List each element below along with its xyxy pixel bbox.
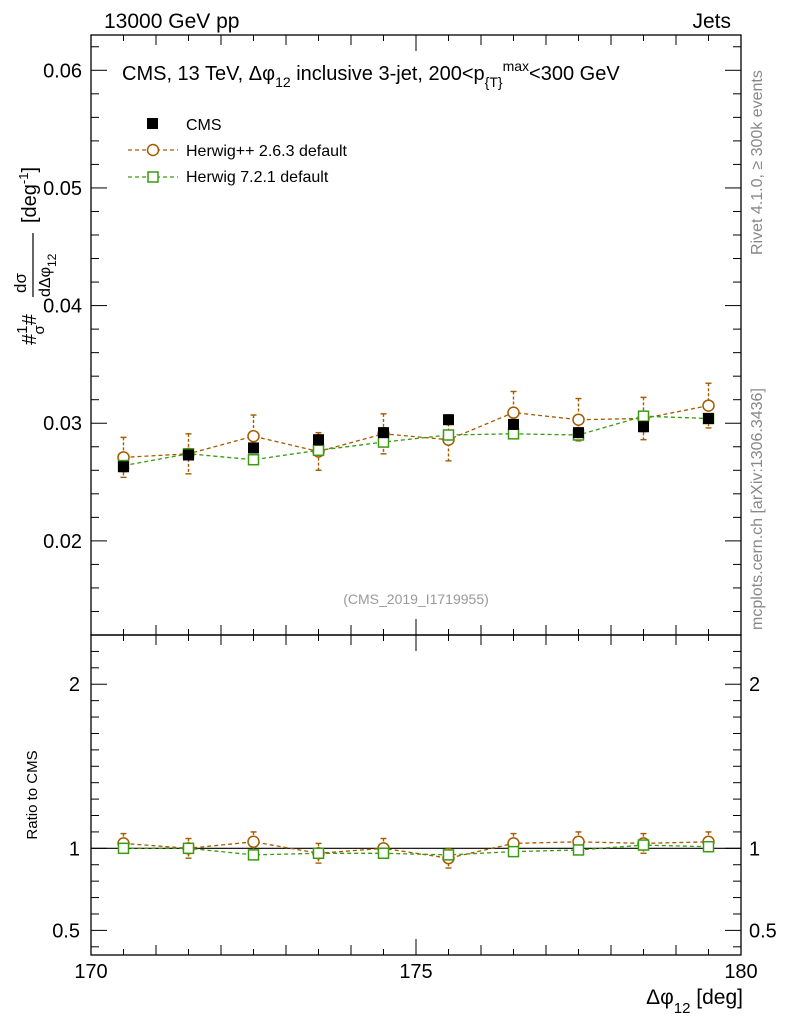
ratio-data-point: [247, 835, 260, 849]
xlabel-sub: 12: [674, 1000, 691, 1017]
title-suffix: <300 GeV: [529, 63, 620, 85]
legend-marker-herwigpp: [146, 143, 160, 157]
ratio-y-tick-label-right: 1: [749, 838, 760, 860]
legend-label-cms: CMS: [186, 117, 222, 134]
ratio-data-point: [247, 849, 260, 861]
main-data-point: [442, 429, 455, 441]
main-data-point: [637, 410, 650, 422]
ratio-y-tick-label-left: 2: [69, 674, 80, 696]
ratio-y-tick-label-left: 0.5: [52, 920, 80, 942]
svg-text:[deg-1]: [deg-1]: [16, 167, 41, 223]
main-data-point: [183, 449, 194, 461]
ratio-data-point: [117, 842, 130, 855]
x-axis-title: Δφ12 [deg]: [646, 986, 743, 1017]
main-data-point: [312, 444, 325, 457]
legend: CMS Herwig++ 2.6.3 default Herwig 7.2.1 …: [128, 117, 348, 186]
main-series-line: [123, 415, 709, 467]
ratio-panel-frame: [90, 634, 742, 956]
ylabel-unit: [deg: [19, 184, 41, 223]
main-data-point: [702, 399, 715, 412]
rivet-label: Rivet 4.1.0, ≥ 300k events: [749, 70, 766, 255]
main-ylabel: #1σ# dσ dΔφ12 [deg-1]: [11, 167, 59, 345]
legend-label-herwigpp: Herwig++ 2.6.3 default: [186, 143, 348, 160]
x-tick-label: 180: [724, 961, 757, 983]
svg-text:#1σ#: #1σ#: [14, 313, 48, 345]
ratio-y-tick-label-right: 2: [749, 674, 760, 696]
x-tick-label: 170: [74, 961, 107, 983]
title-dphi: Δφ: [249, 63, 275, 85]
ylabel-den-sub: 12: [45, 253, 59, 267]
main-data-point: [507, 428, 520, 440]
main-data-point: [248, 442, 259, 454]
ylabel-den: dΔφ: [37, 267, 54, 297]
main-data-point: [247, 429, 260, 443]
title-mid: inclusive 3-jet, 200<p: [291, 63, 485, 85]
ylabel-hash2: #: [19, 313, 41, 325]
title-prefix: CMS, 13 TeV,: [122, 63, 249, 85]
main-data-point: [572, 413, 585, 426]
title-pt-sup: max: [503, 58, 529, 74]
main-data-point: [443, 414, 454, 426]
legend-label-herwig7: Herwig 7.2.1 default: [186, 169, 329, 186]
ratio-data-point: [377, 847, 390, 860]
title-pt-sub: {T}: [485, 74, 503, 90]
main-data-point: [247, 453, 260, 466]
main-data-point: [638, 421, 649, 433]
ratio-series-line: [123, 841, 709, 859]
main-y-tick-label: 0.05: [43, 178, 82, 200]
ratio-data-point: [312, 847, 325, 860]
main-y-tick-label: 0.06: [43, 60, 82, 82]
ratio-data-point: [182, 842, 195, 855]
xlabel-prefix: Δφ: [646, 986, 674, 1009]
main-y-tick-label: 0.04: [43, 296, 82, 318]
main-data-point: [508, 418, 519, 430]
title-phi-sub: 12: [275, 74, 291, 90]
ylabel-sigma: σ: [31, 325, 48, 335]
legend-marker-cms: [147, 118, 158, 129]
ratio-y-tick-label-left: 1: [69, 838, 80, 860]
ylabel-unit-sup: -1: [16, 173, 31, 185]
analysis-id: (CMS_2019_I1719955): [343, 591, 489, 607]
ratio-data-point: [637, 839, 650, 851]
ylabel-num: dσ: [11, 273, 30, 293]
ratio-data-point: [507, 845, 520, 858]
ratio-data-point: [442, 849, 455, 861]
mcplots-label: mcplots.cern.ch [arXiv:1306.3436]: [749, 388, 766, 630]
ylabel-frac-one: 1: [14, 326, 31, 334]
ratio-ylabel: Ratio to CMS: [24, 750, 41, 839]
main-data-point: [378, 427, 389, 439]
main-y-tick-label: 0.03: [43, 413, 82, 435]
main-data-point: [118, 461, 129, 473]
ratio-data-point: [702, 840, 715, 853]
main-data-point: [703, 413, 714, 425]
category-label: Jets: [692, 10, 731, 33]
main-y-tick-label: 0.02: [43, 531, 82, 553]
svg-text:dΔφ12: dΔφ12: [37, 253, 59, 297]
main-data-point: [507, 406, 520, 419]
main-series-line: [123, 404, 709, 459]
ylabel-unit-close: ]: [19, 167, 41, 173]
ratio-y-tick-label-right: 0.5: [749, 920, 777, 942]
legend-marker-herwig7: [147, 171, 159, 183]
main-title: CMS, 13 TeV, Δφ12 inclusive 3-jet, 200<p…: [122, 58, 620, 90]
main-data-point: [377, 436, 390, 448]
ylabel-lead: #: [19, 333, 41, 345]
xlabel-suffix: [deg]: [690, 986, 743, 1009]
ratio-data-point: [572, 844, 585, 856]
x-tick-label: 175: [399, 961, 432, 983]
energy-label: 13000 GeV pp: [104, 10, 239, 33]
main-data-point: [313, 434, 324, 446]
main-data-point: [573, 427, 584, 439]
